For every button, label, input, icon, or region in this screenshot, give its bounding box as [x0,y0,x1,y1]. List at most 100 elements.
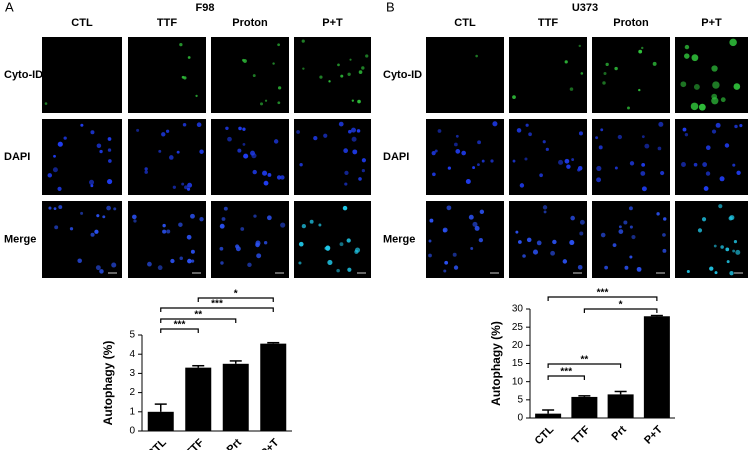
cell [80,123,84,127]
cell [652,61,657,66]
micrograph [426,201,504,278]
x-tick-label: P+T [258,436,281,450]
micrograph [211,37,289,113]
micrograph [592,119,670,195]
cell [301,223,307,229]
cell [273,139,279,144]
cell [720,97,726,103]
cell [564,158,570,164]
y-tick-label: 0 [129,426,135,437]
cell [660,171,665,176]
cell [52,167,58,173]
cell [564,60,568,64]
cell [644,143,650,149]
cell [490,159,494,163]
cell [595,136,599,140]
cell [571,158,575,161]
micrograph [675,119,748,195]
significance-bracket [160,307,274,312]
cell [196,122,202,128]
cell [733,83,741,90]
cell [428,239,432,243]
cell [351,99,354,102]
cell [579,231,584,236]
cell [221,217,226,221]
micrograph-background [211,37,289,113]
cell [102,215,106,219]
cell [614,66,618,71]
cell [328,80,331,83]
cell [242,142,246,146]
cell [277,101,281,105]
x-tick-label: Prt [225,436,245,450]
cell [693,84,700,90]
bar [571,396,598,418]
cell [280,175,285,180]
cell [280,222,286,228]
cell [542,205,548,210]
micrograph [294,37,371,113]
cell [181,182,185,186]
cell [348,129,352,134]
cell [144,167,148,171]
cell [715,122,721,128]
cell [298,261,302,265]
cell [57,186,62,191]
cell [656,212,660,216]
cell [684,44,690,50]
cell [90,130,95,135]
cell [600,232,606,238]
significance-bracket [160,318,237,323]
cell [623,220,628,225]
cell [347,267,352,272]
cell [162,229,167,234]
cell [725,247,730,252]
cell [99,269,104,274]
cell [107,137,112,141]
cell [475,54,478,58]
y-tick-label: 25 [512,322,524,333]
panel-label: A [5,0,14,14]
cell [133,219,137,223]
cell [337,63,340,67]
row-label: Cyto-ID [4,69,43,81]
cell [225,126,229,131]
cell [719,176,725,182]
micrograph-background [128,37,206,113]
row-label: DAPI [4,151,30,163]
cell [432,172,436,177]
cell [53,207,57,211]
y-tick-label: 4 [129,349,135,360]
y-tick-label: 20 [512,340,524,351]
cell [658,121,664,127]
cell [90,232,95,237]
cell [302,67,305,70]
bar [260,343,287,431]
cell [602,81,606,85]
y-tick-label: 15 [512,358,524,369]
cell [223,206,228,211]
cell [726,260,730,264]
cell [199,217,204,222]
cell [298,241,304,247]
cell [243,153,249,159]
cell [562,259,568,264]
cell [327,259,333,266]
cell [578,44,581,48]
x-tick-label: TTF [570,424,593,447]
cell [724,143,730,148]
cell [95,265,101,271]
cell [641,186,647,192]
y-axis-label: Autophagy (%) [489,321,503,406]
cell [512,95,516,99]
cell [472,166,476,170]
cell [178,222,183,227]
cell [339,242,344,247]
micrograph [42,201,122,278]
significance-label: *** [174,320,186,331]
column-label: CTL [454,17,476,29]
micrograph-background [211,119,289,195]
y-tick-label: 1 [129,406,135,417]
cell [250,150,255,156]
cell [479,209,485,215]
